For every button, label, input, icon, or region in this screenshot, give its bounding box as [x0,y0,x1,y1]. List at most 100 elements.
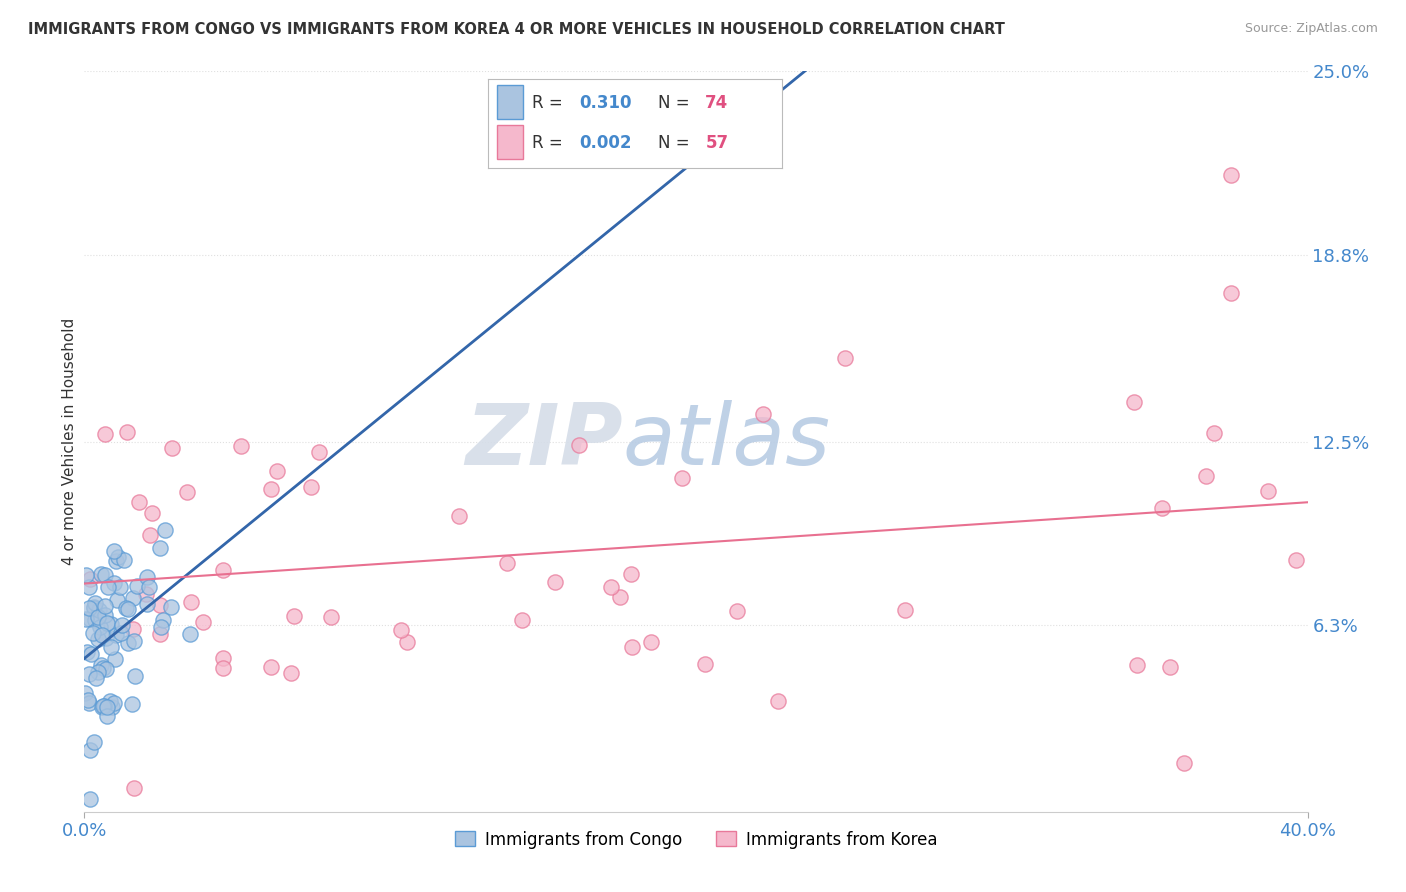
Point [75,686,97,700]
Point [568,438,591,452]
Point [176,484,198,499]
Point [107,550,129,565]
Point [640,635,662,649]
Point [1126,657,1149,672]
Point [101,699,124,714]
Point [79,667,101,681]
Point [108,580,131,594]
Point [124,669,146,683]
Point [82,625,104,640]
Point [100,640,122,654]
Point [321,610,343,624]
Point [266,464,288,478]
Point [149,626,172,640]
Point [89,620,111,634]
Point [87,603,110,617]
Point [212,651,235,665]
Point [117,636,139,650]
Point [75,612,97,626]
Point [260,660,283,674]
Point [1220,168,1243,182]
Point [122,622,145,636]
Point [894,603,917,617]
Point [180,595,202,609]
Point [260,482,283,496]
Point [77,600,100,615]
Point [96,616,118,631]
Point [1220,286,1243,301]
Point [135,569,157,583]
Point [93,608,115,623]
Point [77,696,100,710]
Point [125,579,148,593]
Point [83,735,105,749]
Point [124,633,146,648]
Point [599,580,621,594]
Point [512,613,534,627]
Point [112,553,135,567]
Point [139,528,162,542]
Point [1159,660,1181,674]
Point [84,671,107,685]
Point [121,697,143,711]
Point [104,652,127,666]
Point [94,662,117,676]
Point [122,591,145,605]
Point [128,495,150,509]
Point [94,599,117,613]
Point [141,506,163,520]
Point [83,600,105,615]
Point [94,426,117,441]
Point [1204,425,1226,440]
Text: ZIP: ZIP [465,400,623,483]
Point [79,792,101,806]
Point [135,587,157,601]
Point [91,627,114,641]
Point [229,439,252,453]
Legend: Immigrants from Congo, Immigrants from Korea: Immigrants from Congo, Immigrants from K… [449,824,943,855]
Point [75,567,97,582]
Point [308,445,330,459]
Point [91,700,114,714]
Point [834,351,856,365]
Point [751,407,773,421]
Point [96,699,118,714]
Point [1195,468,1218,483]
Point [135,597,157,611]
Point [87,665,110,679]
Point [114,601,136,615]
Point [179,627,201,641]
Point [725,604,748,618]
Point [76,645,98,659]
Point [77,693,100,707]
Point [1150,501,1173,516]
Point [105,593,128,607]
Point [91,699,114,714]
Point [149,541,172,555]
Text: atlas: atlas [623,400,831,483]
Point [543,574,565,589]
Point [389,623,412,637]
Point [150,620,173,634]
Point [495,556,517,570]
Point [212,563,235,577]
Point [87,610,110,624]
Point [1173,756,1195,770]
Point [671,471,693,485]
Point [100,616,122,631]
Point [149,598,172,612]
Point [80,648,103,662]
Point [83,613,105,627]
Point [103,544,125,558]
Point [621,640,644,654]
Point [96,709,118,723]
Point [115,425,138,440]
Point [152,613,174,627]
Point [138,580,160,594]
Point [90,566,112,581]
Point [1285,553,1308,567]
Point [98,694,121,708]
Point [160,600,183,615]
Point [155,524,177,538]
Point [111,618,134,632]
